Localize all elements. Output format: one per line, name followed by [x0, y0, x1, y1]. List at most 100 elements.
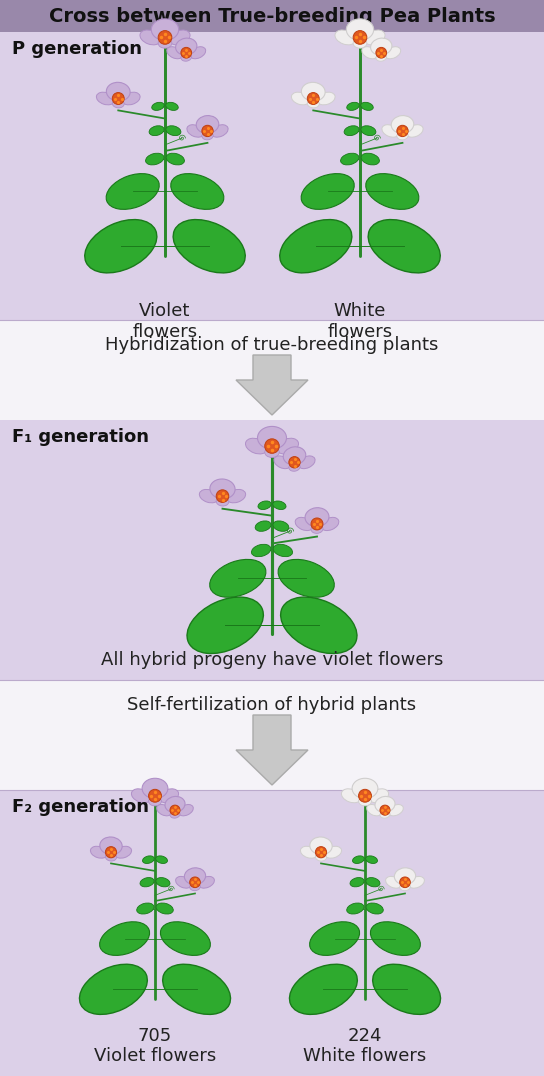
Circle shape — [307, 93, 319, 104]
Ellipse shape — [386, 877, 401, 888]
Ellipse shape — [367, 805, 382, 816]
Ellipse shape — [199, 877, 214, 888]
Ellipse shape — [176, 877, 191, 888]
Ellipse shape — [159, 789, 178, 803]
Bar — [0, 0, 544, 32]
Ellipse shape — [370, 38, 392, 55]
Bar — [0, 790, 544, 1076]
Ellipse shape — [347, 903, 364, 914]
Ellipse shape — [317, 93, 335, 104]
Ellipse shape — [96, 93, 115, 104]
Ellipse shape — [283, 447, 306, 465]
Ellipse shape — [209, 560, 266, 597]
Circle shape — [112, 93, 124, 104]
Ellipse shape — [178, 805, 193, 816]
Ellipse shape — [300, 846, 318, 859]
Ellipse shape — [295, 518, 313, 530]
Circle shape — [106, 847, 116, 858]
Ellipse shape — [280, 220, 352, 273]
Text: Hybridization of true-breeding plants: Hybridization of true-breeding plants — [106, 336, 438, 354]
Ellipse shape — [190, 883, 200, 891]
Ellipse shape — [397, 131, 408, 140]
Circle shape — [353, 30, 367, 44]
Ellipse shape — [353, 855, 364, 863]
Ellipse shape — [202, 131, 213, 140]
Ellipse shape — [132, 789, 151, 803]
Ellipse shape — [278, 560, 335, 597]
Ellipse shape — [166, 102, 178, 111]
Bar — [0, 680, 544, 790]
Ellipse shape — [165, 796, 185, 812]
Ellipse shape — [370, 922, 421, 955]
Ellipse shape — [112, 99, 124, 108]
Ellipse shape — [364, 30, 385, 45]
Text: Self-fertilization of hybrid plants: Self-fertilization of hybrid plants — [127, 696, 417, 714]
Ellipse shape — [380, 811, 390, 818]
Ellipse shape — [211, 125, 228, 137]
Text: All hybrid progeny have violet flowers: All hybrid progeny have violet flowers — [101, 651, 443, 669]
Ellipse shape — [255, 521, 271, 532]
Ellipse shape — [311, 525, 323, 534]
Ellipse shape — [409, 877, 424, 888]
Ellipse shape — [146, 153, 164, 165]
Circle shape — [216, 490, 229, 502]
Ellipse shape — [289, 964, 357, 1015]
Ellipse shape — [362, 46, 378, 59]
Circle shape — [202, 125, 213, 137]
Ellipse shape — [163, 964, 231, 1015]
Ellipse shape — [137, 903, 154, 914]
Ellipse shape — [107, 83, 130, 101]
Ellipse shape — [366, 173, 419, 210]
Ellipse shape — [382, 125, 399, 137]
Ellipse shape — [388, 805, 403, 816]
Ellipse shape — [369, 789, 388, 803]
Circle shape — [358, 790, 372, 803]
Ellipse shape — [100, 837, 122, 854]
Ellipse shape — [187, 597, 263, 653]
Ellipse shape — [199, 490, 219, 502]
Ellipse shape — [406, 125, 423, 137]
Ellipse shape — [341, 153, 359, 165]
Circle shape — [170, 805, 180, 816]
Ellipse shape — [160, 922, 211, 955]
Ellipse shape — [310, 922, 360, 955]
Ellipse shape — [298, 456, 315, 469]
Ellipse shape — [292, 93, 310, 104]
Ellipse shape — [184, 868, 206, 884]
Ellipse shape — [106, 853, 116, 861]
Bar — [0, 32, 544, 320]
Ellipse shape — [181, 54, 191, 61]
Ellipse shape — [366, 855, 378, 863]
Ellipse shape — [190, 46, 206, 59]
Text: Violet
flowers: Violet flowers — [132, 302, 197, 341]
Ellipse shape — [321, 518, 339, 530]
Ellipse shape — [149, 126, 164, 136]
Circle shape — [158, 30, 172, 44]
Ellipse shape — [375, 796, 395, 812]
Ellipse shape — [90, 846, 108, 859]
Ellipse shape — [156, 855, 168, 863]
Ellipse shape — [196, 115, 219, 133]
Ellipse shape — [173, 220, 245, 273]
Ellipse shape — [157, 805, 172, 816]
Ellipse shape — [307, 99, 319, 108]
Ellipse shape — [151, 19, 178, 41]
Circle shape — [289, 456, 300, 468]
Ellipse shape — [361, 102, 373, 111]
Ellipse shape — [350, 878, 364, 887]
Ellipse shape — [344, 126, 359, 136]
Ellipse shape — [358, 796, 372, 806]
Ellipse shape — [281, 597, 357, 653]
Ellipse shape — [210, 479, 235, 499]
Ellipse shape — [156, 878, 170, 887]
Circle shape — [380, 805, 390, 816]
Ellipse shape — [273, 501, 286, 510]
Ellipse shape — [324, 846, 342, 859]
Ellipse shape — [140, 878, 154, 887]
Ellipse shape — [226, 490, 246, 502]
Ellipse shape — [114, 846, 132, 859]
Ellipse shape — [361, 153, 379, 165]
Circle shape — [311, 518, 323, 530]
Ellipse shape — [100, 922, 150, 955]
Text: Cross between True-breeding Pea Plants: Cross between True-breeding Pea Plants — [48, 6, 496, 26]
